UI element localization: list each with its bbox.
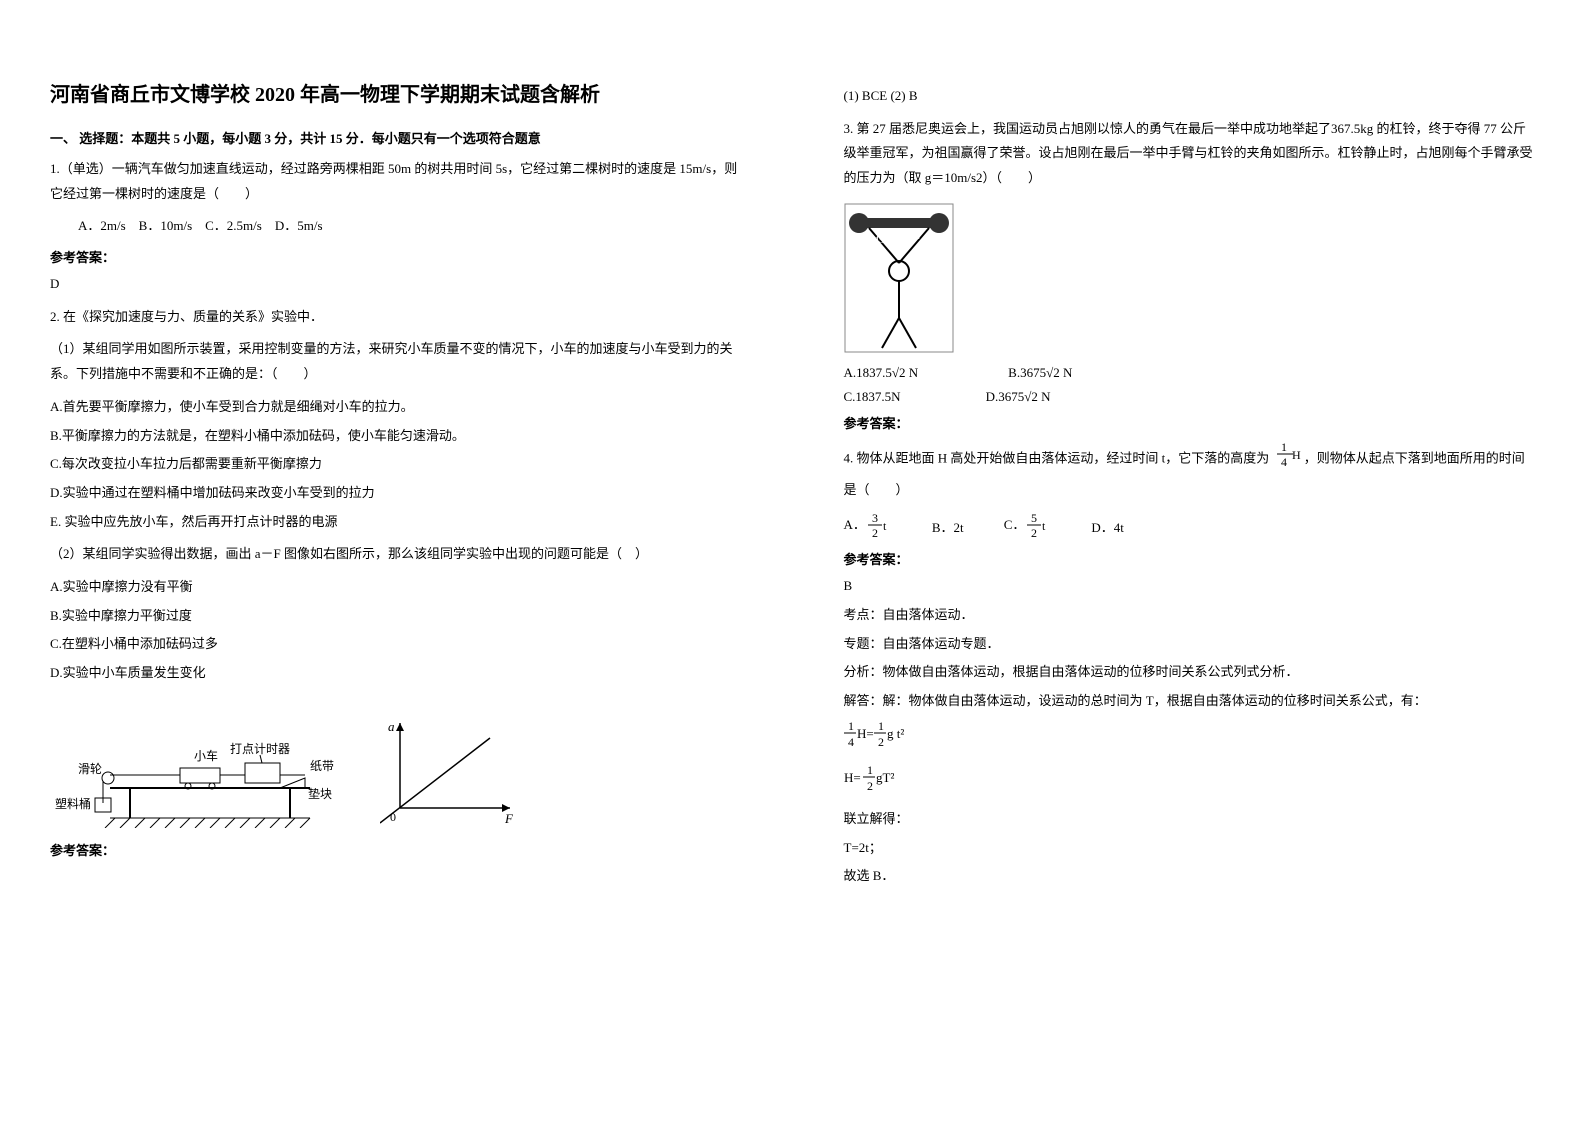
- page-title: 河南省商丘市文博学校 2020 年高一物理下学期期末试题含解析: [50, 80, 744, 110]
- q4-answer: B: [844, 574, 1538, 599]
- q4-stem: 4. 物体从距地面 H 高处开始做自由落体运动，经过时间 t，它下落的高度为 1…: [844, 440, 1538, 503]
- q3-opt-b: B.3675√2 N: [1008, 365, 1072, 381]
- q2-opt-d2: D.实验中小车质量发生变化: [50, 661, 744, 686]
- q1-options: A．2m/s B．10m/s C．2.5m/s D．5m/s: [50, 214, 744, 239]
- q3-options-row1: A.1837.5√2 N B.3675√2 N: [844, 365, 1538, 381]
- q4-opt-a: A．32t: [844, 511, 892, 541]
- q4-sol-3: 分析：物体做自由落体运动，根据自由落体运动的位移时间关系公式列式分析．: [844, 660, 1538, 685]
- q3-opt-c: C.1837.5N: [844, 389, 901, 405]
- svg-text:4: 4: [1281, 455, 1287, 469]
- left-column: 河南省商丘市文博学校 2020 年高一物理下学期期末试题含解析 一、 选择题：本…: [0, 0, 794, 1122]
- q2-opt-d: D.实验中通过在塑料桶中增加砝码来改变小车受到的拉力: [50, 481, 744, 506]
- svg-text:t: t: [883, 519, 887, 533]
- q4-answer-label: 参考答案：: [844, 549, 1538, 568]
- svg-text:1: 1: [878, 719, 884, 733]
- svg-text:2: 2: [878, 735, 884, 749]
- q2-answer-label: 参考答案：: [50, 840, 744, 859]
- label-pulley: 滑轮: [78, 762, 102, 776]
- q2-stem: 2. 在《探究加速度与力、质量的关系》实验中．: [50, 305, 744, 330]
- label-cart: 小车: [194, 748, 218, 763]
- cart-apparatus-diagram: 小车 打点计时器 纸带 垫块 滑轮 塑料桶: [50, 698, 340, 828]
- svg-text:1: 1: [848, 719, 854, 733]
- svg-text:H=: H=: [844, 770, 861, 785]
- svg-text:1: 1: [1281, 440, 1287, 454]
- q4-opt-d: D．4t: [1091, 517, 1124, 536]
- svg-text:2: 2: [1031, 526, 1037, 540]
- q2-opt-b: B.平衡摩擦力的方法就是，在塑料小桶中添加砝码，使小车能匀速滑动。: [50, 424, 744, 449]
- q2-answer: (1) BCE (2) B: [844, 84, 1538, 109]
- q3-options-row2: C.1837.5N D.3675√2 N: [844, 389, 1538, 405]
- q1-answer: D: [50, 272, 744, 297]
- q4-opt-c: C．52t: [1004, 511, 1052, 541]
- q2-sub2: （2）某组同学实验得出数据，画出 a－F 图像如右图所示，那么该组同学实验中出现…: [50, 542, 744, 567]
- q2-sub1: （1）某组同学用如图所示装置，采用控制变量的方法，来研究小车质量不变的情况下，小…: [50, 337, 744, 386]
- svg-text:5: 5: [1031, 511, 1037, 525]
- right-column: (1) BCE (2) B 3. 第 27 届悉尼奥运会上，我国运动员占旭刚以惊…: [794, 0, 1587, 1122]
- q4-sol-1: 考点：自由落体运动．: [844, 603, 1538, 628]
- svg-text:45°: 45°: [874, 235, 888, 246]
- q4-sol-7: 故选 B．: [844, 864, 1538, 889]
- q4-sol-2: 专题：自由落体运动专题．: [844, 632, 1538, 657]
- q2-opt-a2: A.实验中摩擦力没有平衡: [50, 575, 744, 600]
- svg-text:gT²: gT²: [876, 770, 894, 785]
- q3-answer-label: 参考答案：: [844, 413, 1538, 432]
- label-block: 垫块: [308, 786, 332, 801]
- svg-text:3: 3: [872, 511, 878, 525]
- svg-text:t: t: [1042, 519, 1046, 533]
- q4-eq1: 14H=12g t²: [844, 718, 1538, 759]
- q2-opt-a: A.首先要平衡摩擦力，使小车受到合力就是细绳对小车的拉力。: [50, 395, 744, 420]
- a-f-graph: a F 0: [380, 713, 520, 828]
- q2-opt-c2: C.在塑料小桶中添加砝码过多: [50, 632, 744, 657]
- svg-text:H=: H=: [857, 726, 874, 741]
- q4-stem-frac: 14H: [1273, 440, 1301, 479]
- q3-opt-a: A.1837.5√2 N: [844, 365, 919, 381]
- svg-text:2: 2: [867, 779, 873, 793]
- svg-text:45°: 45°: [906, 235, 920, 246]
- svg-text:2: 2: [872, 526, 878, 540]
- label-tape: 纸带: [310, 759, 334, 773]
- q4-sol-4: 解答：解：物体做自由落体运动，设运动的总时间为 T，根据自由落体运动的位移时间关…: [844, 689, 1538, 714]
- q1-stem: 1.（单选）一辆汽车做匀加速直线运动，经过路旁两棵相距 50m 的树共用时间 5…: [50, 157, 744, 206]
- q4-options: A．32t B．2t C．52t D．4t: [844, 511, 1538, 541]
- q3-stem: 3. 第 27 届悉尼奥运会上，我国运动员占旭刚以惊人的勇气在最后一举中成功地举…: [844, 117, 1538, 191]
- q2-opt-b2: B.实验中摩擦力平衡过度: [50, 604, 744, 629]
- label-bucket: 塑料桶: [55, 796, 91, 811]
- svg-text:4: 4: [848, 735, 854, 749]
- q1-answer-label: 参考答案：: [50, 247, 744, 266]
- q3-opt-d: D.3675√2 N: [986, 389, 1051, 405]
- q4-opt-b: B．2t: [932, 517, 964, 536]
- svg-text:1: 1: [867, 763, 873, 777]
- svg-text:g t²: g t²: [887, 726, 904, 741]
- q4-eq2: H= 1 2gT²: [844, 762, 1538, 803]
- q2-opt-c: C.每次改变拉小车拉力后都需要重新平衡摩擦力: [50, 452, 744, 477]
- svg-text:H: H: [1292, 448, 1301, 462]
- section-1-header: 一、 选择题：本题共 5 小题，每小题 3 分，共计 15 分．每小题只有一个选…: [50, 128, 744, 147]
- q4-stem-pre: 4. 物体从距地面 H 高处开始做自由落体运动，经过时间 t，它下落的高度为: [844, 450, 1270, 465]
- q2-opt-e: E. 实验中应先放小车，然后再开打点计时器的电源: [50, 510, 744, 535]
- svg-text:F: F: [504, 811, 514, 826]
- q3-diagram: 45° 45°: [844, 203, 1538, 353]
- q4-sol-6: T=2t；: [844, 836, 1538, 861]
- svg-text:a: a: [388, 719, 395, 734]
- q4-sol-5: 联立解得：: [844, 807, 1538, 832]
- label-timer: 打点计时器: [230, 742, 290, 756]
- q2-diagram-row: 小车 打点计时器 纸带 垫块 滑轮 塑料桶 a F 0: [50, 698, 744, 828]
